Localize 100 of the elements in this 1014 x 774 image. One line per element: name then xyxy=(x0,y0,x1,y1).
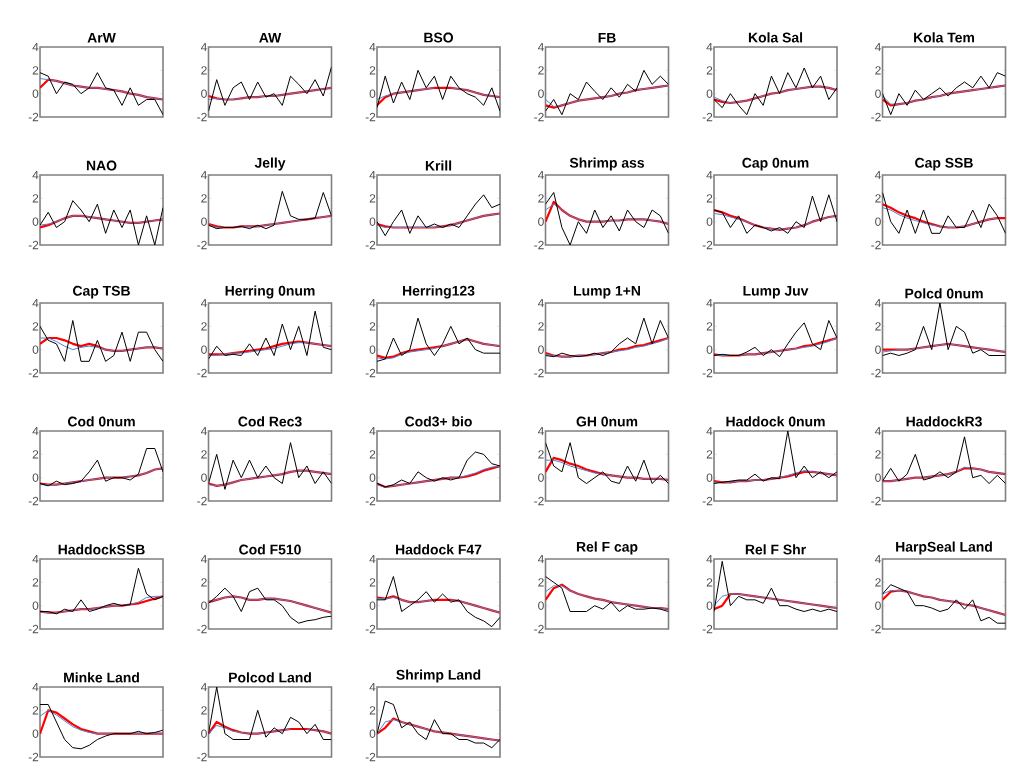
y-tick-label: 4 xyxy=(706,554,713,564)
y-tick-label: 4 xyxy=(537,42,544,52)
chart-title: Shrimp ass xyxy=(569,157,645,171)
line-series xyxy=(377,451,501,488)
chart-title: Cod Rec3 xyxy=(238,416,302,427)
y-tick-label: 0 xyxy=(32,601,39,610)
y-tick-label: 2 xyxy=(706,66,713,75)
y-tick-label: 2 xyxy=(32,578,39,587)
y-tick-label: 0 xyxy=(875,89,881,98)
line-series xyxy=(377,194,501,237)
y-tick-label: -2 xyxy=(365,240,376,250)
y-tick-label: 2 xyxy=(875,194,881,203)
line-series xyxy=(40,72,164,116)
y-tick-label: 2 xyxy=(32,706,39,715)
y-tick-label: 2 xyxy=(706,194,713,203)
y-tick-label: 0 xyxy=(32,89,39,98)
y-tick-label: 2 xyxy=(875,66,881,75)
y-tick-label: 0 xyxy=(538,601,544,610)
y-tick-label: 2 xyxy=(32,450,39,459)
y-tick-label: -2 xyxy=(197,240,207,250)
y-tick-label: 0 xyxy=(875,473,881,482)
chart-title: Cap 0num xyxy=(742,157,809,171)
line-series xyxy=(882,192,1006,234)
y-tick-label: 0 xyxy=(201,89,207,98)
y-tick-label: 2 xyxy=(201,66,207,75)
y-tick-label: 4 xyxy=(200,42,207,52)
y-tick-label: -2 xyxy=(28,752,39,762)
chart-title: HarpSeal Land xyxy=(896,541,992,555)
y-tick-label: 4 xyxy=(369,426,376,436)
y-tick-label: 0 xyxy=(201,729,207,738)
y-tick-label: 0 xyxy=(706,473,713,482)
y-tick-label: -2 xyxy=(702,496,713,506)
line-series xyxy=(40,448,164,487)
chart-title: Herring123 xyxy=(403,285,475,299)
line-series xyxy=(545,69,669,116)
y-tick-label: 4 xyxy=(32,170,39,180)
y-tick-label: 4 xyxy=(874,554,881,564)
y-tick-label: 2 xyxy=(538,194,544,203)
y-tick-label: 0 xyxy=(201,217,207,226)
y-tick-label: 2 xyxy=(32,66,39,75)
chart-title: Cod3+ bio xyxy=(405,416,472,427)
y-tick-label: 4 xyxy=(537,170,544,180)
y-tick-label: 4 xyxy=(874,170,881,180)
y-tick-label: -2 xyxy=(871,112,881,122)
y-tick-label: -2 xyxy=(197,496,207,506)
y-tick-label: 4 xyxy=(200,170,207,180)
y-tick-label: -2 xyxy=(702,240,713,250)
y-tick-label: -2 xyxy=(197,624,207,634)
line-series xyxy=(714,320,838,358)
y-tick-label: -2 xyxy=(28,112,39,122)
y-tick-label: 0 xyxy=(706,217,713,226)
y-tick-label: 4 xyxy=(200,682,207,692)
y-tick-label: -2 xyxy=(534,624,544,634)
y-tick-label: 0 xyxy=(538,89,544,98)
y-tick-label: 4 xyxy=(32,426,39,436)
y-tick-label: 4 xyxy=(32,298,39,308)
line-series xyxy=(208,310,332,360)
y-tick-label: 0 xyxy=(32,473,39,482)
y-tick-label: -2 xyxy=(28,368,39,378)
y-tick-label: 4 xyxy=(200,554,207,564)
y-tick-label: -2 xyxy=(197,752,207,762)
line-series xyxy=(882,207,998,228)
y-tick-label: 2 xyxy=(32,194,39,203)
chart-title: Kola Sal xyxy=(748,32,803,43)
line-series xyxy=(714,67,838,116)
y-tick-label: -2 xyxy=(365,752,376,762)
y-tick-label: 2 xyxy=(201,322,207,331)
y-tick-label: -2 xyxy=(871,240,881,250)
line-series xyxy=(714,194,838,234)
y-tick-label: 4 xyxy=(369,170,376,180)
line-series xyxy=(882,436,1006,484)
y-tick-label: 0 xyxy=(369,89,376,98)
chart-title: Shrimp Land xyxy=(396,669,481,683)
y-tick-label: 4 xyxy=(874,426,881,436)
chart-title: Krill xyxy=(425,160,452,171)
y-tick-label: 0 xyxy=(369,473,376,482)
y-tick-label: 2 xyxy=(32,322,39,331)
chart-title: Herring 0num xyxy=(225,285,315,299)
y-tick-label: 4 xyxy=(32,682,39,692)
line-series xyxy=(545,442,669,484)
y-tick-label: -2 xyxy=(534,496,544,506)
y-tick-label: 2 xyxy=(706,578,713,587)
line-series xyxy=(208,190,332,230)
chart-title: Cap TSB xyxy=(73,285,130,299)
y-tick-label: -2 xyxy=(197,112,207,122)
chart-title: Cod F510 xyxy=(239,544,301,555)
line-series xyxy=(40,200,164,246)
y-tick-label: -2 xyxy=(702,368,713,378)
line-series xyxy=(377,576,501,628)
y-tick-label: 4 xyxy=(369,298,376,308)
line-series xyxy=(377,700,501,749)
line-series xyxy=(40,320,164,362)
y-tick-label: 2 xyxy=(369,578,376,587)
line-series xyxy=(377,69,501,112)
y-tick-label: 0 xyxy=(538,345,544,354)
chart-title: ArW xyxy=(87,32,116,43)
y-tick-label: 4 xyxy=(537,426,544,436)
y-tick-label: 0 xyxy=(369,729,376,738)
chart-title: Polcod Land xyxy=(229,672,311,683)
y-tick-label: -2 xyxy=(871,368,881,378)
